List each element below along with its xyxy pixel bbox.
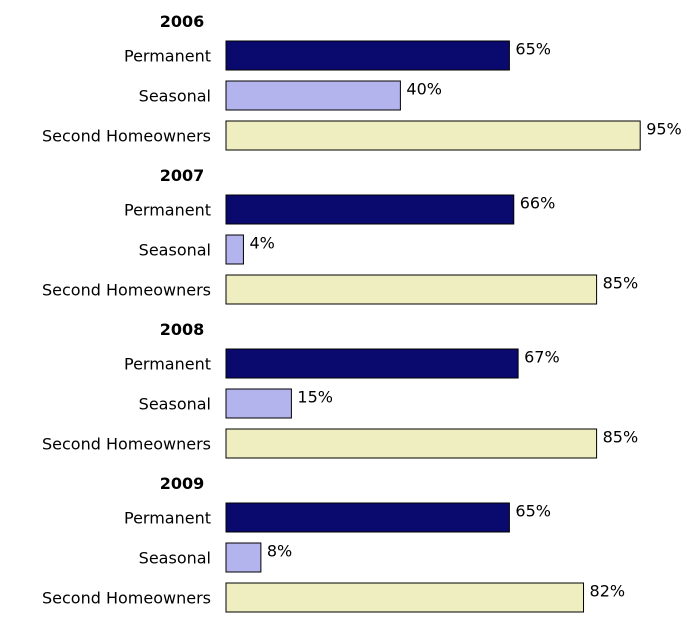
bar-second-homeowners — [225, 582, 585, 613]
group-title: 2008 — [160, 320, 205, 339]
category-label: Permanent — [124, 201, 211, 220]
value-label: 15% — [297, 388, 333, 407]
bar-permanent — [225, 194, 515, 225]
bar-seasonal — [225, 234, 244, 265]
category-label: Seasonal — [139, 241, 211, 260]
bar-permanent — [225, 502, 510, 533]
value-label: 67% — [524, 348, 560, 367]
category-label: Second Homeowners — [42, 435, 211, 454]
group-title: 2007 — [160, 166, 205, 185]
bar-second-homeowners — [225, 428, 598, 459]
bar-second-homeowners — [225, 274, 598, 305]
group-2007: 2007 Permanent 66% Seasonal 4% Second Homeown… — [42, 166, 639, 305]
value-label: 85% — [603, 274, 639, 293]
value-label: 8% — [267, 542, 292, 561]
bar-permanent — [225, 40, 510, 71]
group-title: 2006 — [160, 12, 205, 31]
group-title: 2009 — [160, 474, 205, 493]
value-label: 4% — [249, 234, 274, 253]
category-label: Second Homeowners — [42, 589, 211, 608]
value-label: 95% — [646, 120, 682, 139]
bar-second-homeowners — [225, 120, 641, 151]
value-label: 66% — [520, 194, 556, 213]
group-2008: 2008 Permanent 67% Seasonal 15% Second Homeow… — [42, 320, 639, 459]
value-label: 65% — [515, 502, 551, 521]
value-label: 40% — [406, 80, 442, 99]
bar-permanent — [225, 348, 519, 379]
category-label: Seasonal — [139, 87, 211, 106]
bar-seasonal — [225, 542, 262, 573]
category-label: Permanent — [124, 509, 211, 528]
value-label: 85% — [603, 428, 639, 447]
category-label: Seasonal — [139, 549, 211, 568]
bar-seasonal — [225, 80, 401, 111]
category-label: Permanent — [124, 355, 211, 374]
category-label: Seasonal — [139, 395, 211, 414]
category-label: Second Homeowners — [42, 127, 211, 146]
group-2009: 2009 Permanent 65% Seasonal 8% Second Homeown… — [42, 474, 626, 613]
group-2006: 2006 Permanent 65% Seasonal 40% Second Homeow… — [42, 12, 682, 151]
bar-seasonal — [225, 388, 292, 419]
value-label: 82% — [590, 582, 626, 601]
category-label: Permanent — [124, 47, 211, 66]
category-label: Second Homeowners — [42, 281, 211, 300]
value-label: 65% — [515, 40, 551, 59]
